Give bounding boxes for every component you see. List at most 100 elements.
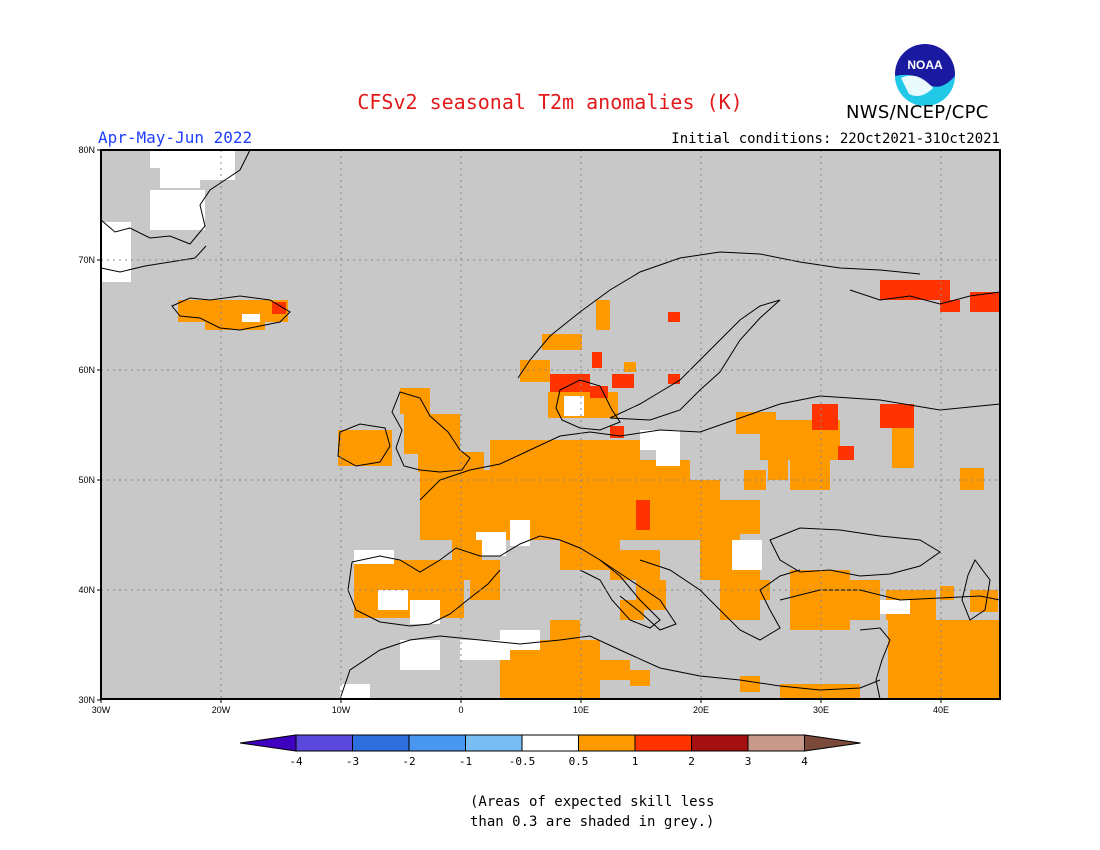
colorbar-swatch (408, 734, 466, 752)
anomaly-cell-red (812, 404, 838, 430)
anomaly-cell-white (410, 600, 440, 624)
anomaly-cell-orange (452, 540, 482, 560)
anomaly-cell-white (242, 314, 260, 322)
lat-label: 30N (78, 695, 95, 705)
chart-title: CFSv2 seasonal T2m anomalies (K) (357, 90, 743, 114)
anomaly-cell-white (400, 640, 440, 670)
anomaly-cell-red (838, 446, 854, 460)
anomaly-cell-orange (740, 520, 760, 534)
anomaly-cell-orange (470, 560, 500, 600)
anomaly-cell-white (378, 590, 408, 610)
colorbar-swatch (521, 734, 579, 752)
colorbar-label: -0.5 (509, 755, 536, 768)
lon-label: 10E (573, 705, 589, 715)
anomaly-cell-red (636, 500, 650, 530)
lon-label: 20W (212, 705, 231, 715)
anomaly-cell-orange (178, 300, 288, 322)
lon-label: 30W (92, 705, 111, 715)
lat-label: 80N (78, 145, 95, 155)
coastlines (100, 149, 1001, 700)
colorbar-label: 0.5 (569, 755, 589, 768)
lat-label: 70N (78, 255, 95, 265)
anomaly-cell-orange (338, 430, 392, 466)
colorbar-label: 1 (632, 755, 639, 768)
anomaly-cell-orange (600, 660, 630, 680)
anomaly-cell-red (612, 374, 634, 388)
noaa-logo: NOAA (895, 44, 955, 106)
anomaly-cell-orange (940, 586, 954, 600)
anomaly-cell-orange (354, 578, 464, 618)
anomaly-cells (101, 150, 1000, 699)
anomaly-cell-orange (542, 334, 582, 350)
anomaly-cell-red (668, 374, 680, 384)
map-border (100, 149, 1001, 700)
colorbar-label: 2 (688, 755, 695, 768)
anomaly-cell-orange (550, 620, 580, 650)
anomaly-cell-white (101, 222, 131, 282)
anomaly-cell-orange (624, 362, 636, 372)
colorbar-swatch (578, 734, 636, 752)
anomaly-cell-red (668, 312, 680, 322)
anomaly-cell-red (880, 404, 914, 428)
anomaly-cell-orange (780, 684, 860, 699)
colorbar-min-arrow (239, 734, 297, 752)
anomaly-cell-orange (520, 360, 550, 382)
skill-footnote: (Areas of expected skill less than 0.3 a… (470, 792, 730, 832)
colorbar: -4 -3 -2 -1 -0.5 0.5 1 2 3 4 (239, 734, 861, 768)
anomaly-cell-orange (970, 590, 998, 612)
anomaly-cell-red (880, 280, 950, 300)
map-axes: 30W 20W 10W 0 10E 20E 30E 40E 80N 70N 60N 50N 40N 30N (78, 145, 949, 715)
colorbar-label: 4 (801, 755, 808, 768)
colorbar-swatch (352, 734, 410, 752)
colorbar-swatch (634, 734, 692, 752)
anomaly-cell-white (460, 640, 510, 660)
lon-label: 10W (332, 705, 351, 715)
lon-label: 0 (458, 705, 463, 715)
anomaly-cell-white (880, 600, 910, 614)
anomaly-cell-white (510, 520, 530, 546)
footnote-line-1: (Areas of expected skill less (470, 794, 715, 810)
anomaly-cell-white (656, 450, 680, 466)
svg-text:NOAA: NOAA (907, 58, 943, 72)
colorbar-swatch (691, 734, 749, 752)
anomaly-cell-white (185, 150, 235, 180)
colorbar-label: -2 (402, 755, 415, 768)
anomaly-cell-orange (790, 570, 850, 630)
anomaly-cell-orange (205, 320, 265, 330)
anomaly-cell-red (592, 352, 602, 368)
colorbar-label: -3 (346, 755, 359, 768)
anomaly-cell-red (550, 374, 590, 392)
anomaly-cell-orange (620, 600, 644, 620)
forecast-period: Apr-May-Jun 2022 (98, 128, 253, 147)
anomaly-cell-white (340, 684, 370, 699)
lon-label: 30E (813, 705, 829, 715)
colorbar-max-arrow (804, 734, 861, 752)
anomaly-cell-orange (850, 580, 880, 620)
anomaly-cell-white (640, 430, 680, 450)
map-gridlines (101, 150, 1000, 699)
anomaly-cell-white (500, 630, 540, 650)
anomaly-cell-white (564, 396, 584, 416)
anomaly-cell-orange (418, 452, 484, 472)
anomaly-cell-white (150, 190, 205, 230)
colorbar-swatch (747, 734, 805, 752)
anomaly-cell-orange (888, 620, 1000, 699)
anomaly-cell-white (732, 540, 762, 570)
colorbar-label: -4 (289, 755, 303, 768)
lon-label: 20E (693, 705, 709, 715)
colorbar-swatch (295, 734, 353, 752)
anomaly-cell-orange (610, 550, 660, 580)
lat-label: 40N (78, 585, 95, 595)
colorbar-label: -1 (459, 755, 472, 768)
anomaly-cell-orange (892, 428, 914, 468)
anomaly-cell-orange (768, 460, 788, 480)
lat-label: 60N (78, 365, 95, 375)
colorbar-swatch (465, 734, 523, 752)
anomaly-cell-orange (960, 468, 984, 490)
anomaly-cell-red (272, 302, 286, 314)
anomaly-cell-red (590, 386, 608, 398)
colorbar-label: 3 (745, 755, 752, 768)
anomaly-cell-red (970, 292, 1000, 312)
anomaly-cell-orange (596, 300, 610, 330)
